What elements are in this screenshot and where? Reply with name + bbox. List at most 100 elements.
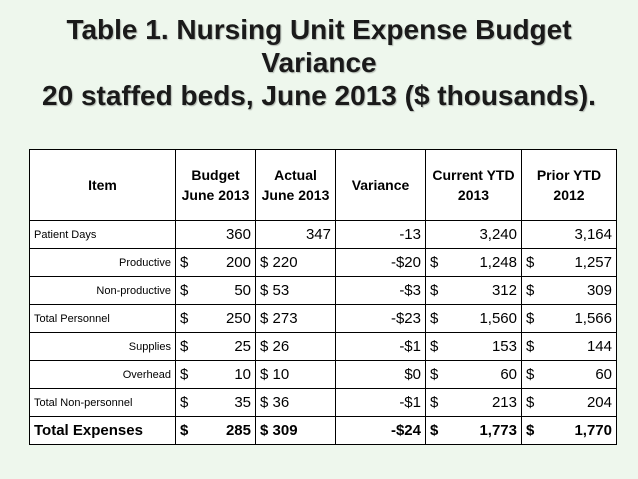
cell-actual: $ 53 [255,276,336,305]
cell-variance: -$1 [335,332,426,361]
cell-value: 60 [595,366,612,383]
cell-value: 36 [272,394,290,411]
cell-value: 309 [586,282,612,299]
cell-prior: $204 [521,388,617,417]
cell-value: 25 [234,338,251,355]
currency-symbol: $ [526,422,535,439]
currency-symbol: $ [430,366,439,383]
cell-budget: $35 [175,388,256,417]
cell-variance: -$24 [335,416,426,445]
cell-budget: $200 [175,248,256,277]
cell-value: 204 [586,394,612,411]
currency-symbol: $ [260,254,269,271]
cell-current: $60 [425,360,522,389]
cell-value: 312 [491,282,517,299]
currency-symbol: $ [526,394,535,411]
cell-current: 3,240 [425,220,522,249]
cell-prior: $309 [521,276,617,305]
cell-budget: 360 [175,220,256,249]
cell-budget: $250 [175,304,256,333]
currency-symbol: $ [526,310,535,327]
cell-value: 10 [272,366,290,383]
cell-budget: $25 [175,332,256,361]
cell-actual: $ 309 [255,416,336,445]
currency-symbol: $ [430,282,439,299]
cell-current: $1,248 [425,248,522,277]
cell-value: 1,773 [479,422,517,439]
currency-symbol: $ [430,310,439,327]
cell-value: 10 [234,366,251,383]
cell-value: 1,257 [574,254,612,271]
currency-symbol: $ [526,366,535,383]
cell-value: 3,164 [574,226,612,243]
cell-variance: -$20 [335,248,426,277]
cell-value: 200 [225,254,251,271]
table-row-total: Total Expenses $285 $ 309 -$24 $1,773 $1… [29,416,617,445]
table-row: Productive $200 $ 220 -$20 $1,248 $1,257 [29,248,617,277]
currency-symbol: $ [180,366,189,383]
header-actual: Actual June 2013 [255,149,336,221]
currency-symbol: $ [260,422,269,439]
header-variance: Variance [335,149,426,221]
currency-symbol: $ [180,394,189,411]
currency-symbol: $ [526,338,535,355]
currency-symbol: $ [526,254,535,271]
cell-value: 250 [225,310,251,327]
expense-budget-table: Item Budget June 2013 Actual June 2013 V… [29,149,617,445]
cell-variance: -13 [335,220,426,249]
cell-current: $153 [425,332,522,361]
row-item: Patient Days [29,220,176,249]
row-item: Total Non-personnel [29,388,176,417]
cell-value: 360 [225,226,251,243]
currency-symbol: $ [260,338,269,355]
cell-value: 213 [491,394,517,411]
cell-value: 347 [305,226,331,243]
currency-symbol: $ [430,338,439,355]
cell-value: 26 [272,338,290,355]
cell-value: 53 [272,282,290,299]
cell-actual: $ 273 [255,304,336,333]
cell-value: 3,240 [479,226,517,243]
cell-value: 35 [234,394,251,411]
currency-symbol: $ [180,338,189,355]
cell-budget: $10 [175,360,256,389]
row-item: Supplies [29,332,176,361]
currency-symbol: $ [430,394,439,411]
row-item: Total Expenses [29,416,176,445]
cell-prior: $144 [521,332,617,361]
cell-current: $312 [425,276,522,305]
currency-symbol: $ [260,282,269,299]
row-item: Productive [29,248,176,277]
currency-symbol: $ [180,422,189,439]
cell-prior: $1,770 [521,416,617,445]
cell-current: $1,560 [425,304,522,333]
table-row: Total Non-personnel $35 $ 36 -$1 $213 $2… [29,388,617,417]
cell-value: 220 [272,254,298,271]
row-item: Overhead [29,360,176,389]
cell-value: 1,770 [574,422,612,439]
table-row: Supplies $25 $ 26 -$1 $153 $144 [29,332,617,361]
currency-symbol: $ [260,310,269,327]
cell-actual: $ 36 [255,388,336,417]
cell-value: 60 [500,366,517,383]
cell-variance: -$3 [335,276,426,305]
cell-current: $213 [425,388,522,417]
currency-symbol: $ [526,282,535,299]
cell-actual: 347 [255,220,336,249]
table-row: Patient Days 360 347 -13 3,240 3,164 [29,220,617,249]
currency-symbol: $ [180,310,189,327]
cell-prior: $1,566 [521,304,617,333]
currency-symbol: $ [260,366,269,383]
cell-budget: $285 [175,416,256,445]
cell-actual: $ 220 [255,248,336,277]
cell-value: 153 [491,338,517,355]
cell-value: 1,560 [479,310,517,327]
cell-prior: 3,164 [521,220,617,249]
cell-prior: $1,257 [521,248,617,277]
row-item: Non-productive [29,276,176,305]
currency-symbol: $ [430,422,439,439]
cell-value: 144 [586,338,612,355]
cell-variance: -$1 [335,388,426,417]
cell-actual: $ 10 [255,360,336,389]
cell-value: 309 [272,422,298,439]
